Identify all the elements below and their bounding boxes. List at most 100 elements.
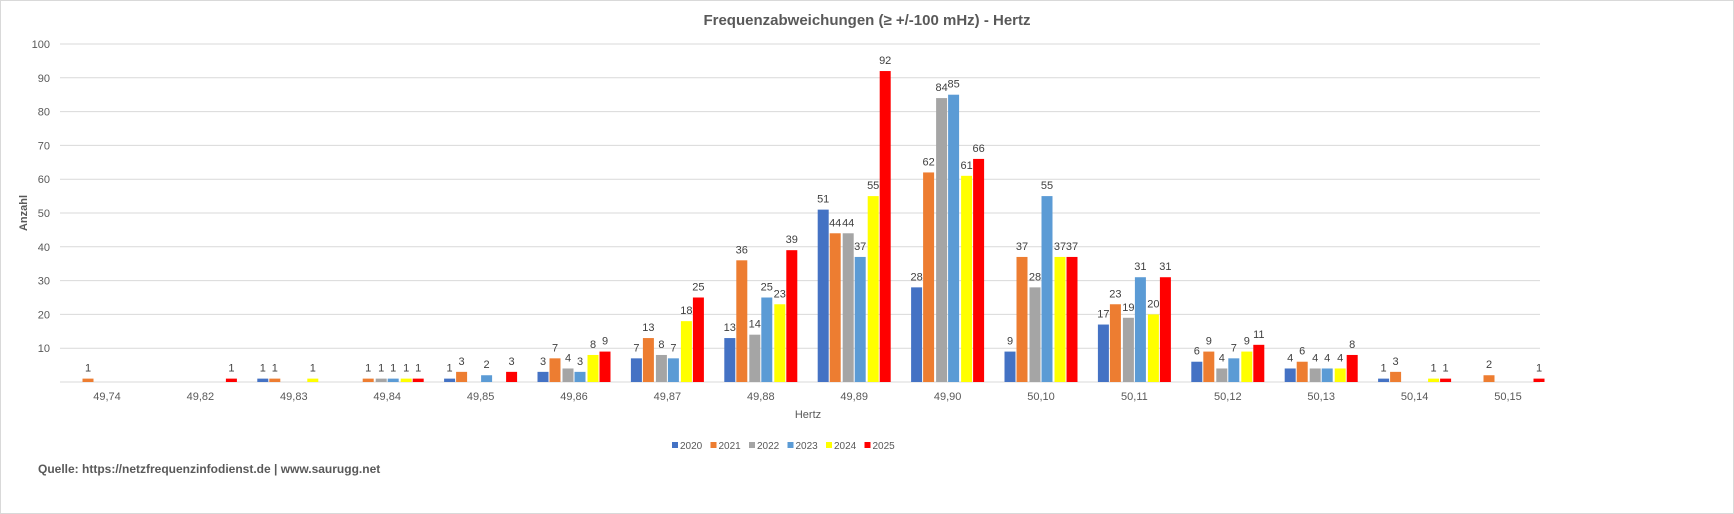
y-tick-label: 10 [38,343,50,355]
bar-2024 [307,378,319,382]
data-label: 55 [867,180,879,192]
y-tick-label: 90 [38,73,50,85]
data-label: 6 [1299,346,1305,358]
legend-label: 2021 [719,441,742,452]
bar-2023 [1041,196,1053,382]
data-label: 23 [1109,288,1121,300]
data-label: 9 [1007,336,1013,348]
bar-2021 [362,378,374,382]
x-tick-label: 50,11 [1121,391,1148,403]
data-label: 4 [1324,352,1330,364]
data-label: 1 [260,363,266,375]
bar-2021 [82,378,94,382]
data-label: 1 [1536,363,1542,375]
data-label: 1 [85,363,91,375]
data-label: 8 [658,339,664,351]
bar-2024 [867,196,879,382]
data-label: 4 [565,352,571,364]
y-tick-label: 20 [38,309,50,321]
bar-2023 [667,358,679,382]
data-label: 44 [842,217,854,229]
data-label: 2 [1486,359,1492,371]
data-label: 3 [540,356,546,368]
data-label: 8 [1349,339,1355,351]
bar-2022 [842,233,854,382]
legend-label: 2023 [796,441,819,452]
data-label: 19 [1122,302,1134,314]
y-tick-label: 30 [38,276,50,288]
data-label: 1 [415,363,421,375]
data-label: 3 [577,356,583,368]
data-label: 44 [829,217,841,229]
data-label: 25 [761,282,773,294]
data-label: 7 [633,342,639,354]
bar-2025 [879,71,891,382]
bar-2025 [506,371,518,382]
data-label: 92 [879,55,891,67]
bar-2022 [1216,368,1228,382]
y-tick-label: 40 [38,242,50,254]
bar-2021 [1483,375,1495,382]
bar-2025 [1066,256,1078,382]
data-label: 31 [1134,261,1146,273]
data-label: 37 [1066,241,1078,253]
bar-2021 [1109,304,1121,382]
data-label: 4 [1287,352,1293,364]
chart-title: Frequenzabweichungen (≥ +/-100 mHz) - He… [703,12,1030,29]
data-label: 28 [910,271,922,283]
data-label: 9 [1206,336,1212,348]
data-label: 4 [1337,352,1343,364]
bar-2021 [642,338,654,382]
bar-2020 [630,358,642,382]
bar-2024 [1241,351,1253,382]
legend-label: 2024 [834,441,857,452]
bar-2025 [786,250,798,382]
bar-2023 [1134,277,1146,382]
data-label: 1 [390,363,396,375]
x-tick-label: 49,86 [560,391,588,403]
bar-2021 [456,371,468,382]
data-label: 7 [552,342,558,354]
bar-2023 [761,297,773,382]
data-label: 1 [272,363,278,375]
bar-2025 [1346,354,1358,382]
legend-swatch-2022 [749,442,755,448]
x-tick-label: 49,82 [187,391,215,403]
bar-2024 [1428,378,1440,382]
bar-2022 [655,354,667,382]
data-label: 9 [1244,336,1250,348]
bar-2020 [1191,361,1203,382]
bar-2024 [774,304,786,382]
data-label: 1 [403,363,409,375]
x-tick-label: 49,87 [654,391,682,403]
bar-2020 [257,378,269,382]
data-label: 23 [774,288,786,300]
data-label: 1 [1443,363,1449,375]
data-label: 36 [736,244,748,256]
bar-2022 [1122,317,1134,382]
data-label: 28 [1029,271,1041,283]
bar-2020 [1097,324,1109,382]
bar-2023 [574,371,586,382]
x-tick-label: 50,13 [1307,391,1335,403]
y-tick-label: 80 [38,107,50,119]
bar-2022 [1309,368,1321,382]
legend-swatch-2025 [864,442,871,448]
bar-2021 [829,233,841,382]
x-tick-label: 49,89 [840,391,868,403]
data-label: 7 [1231,342,1237,354]
bar-2025 [1159,277,1171,382]
bar-2025 [692,297,704,382]
legend-label: 2022 [757,441,780,452]
bar-2021 [1390,371,1402,382]
data-label: 8 [590,339,596,351]
legend-swatch-2020 [672,442,678,448]
x-tick-label: 49,88 [747,391,775,403]
bar-2020 [537,371,549,382]
data-label: 31 [1159,261,1171,273]
data-label: 66 [972,143,984,155]
x-tick-label: 49,83 [280,391,308,403]
data-label: 3 [459,356,465,368]
